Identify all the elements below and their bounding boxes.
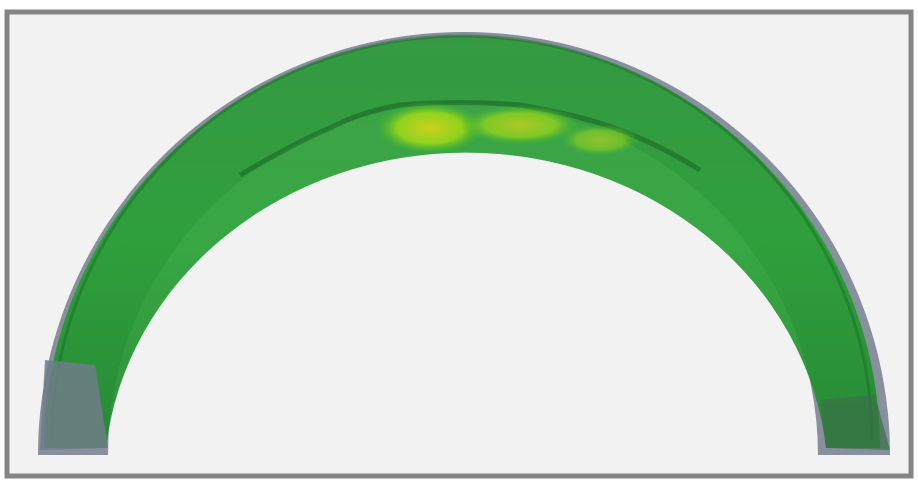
page bbox=[0, 0, 918, 480]
render-view bbox=[0, 0, 918, 480]
highlight-region bbox=[560, 124, 640, 156]
